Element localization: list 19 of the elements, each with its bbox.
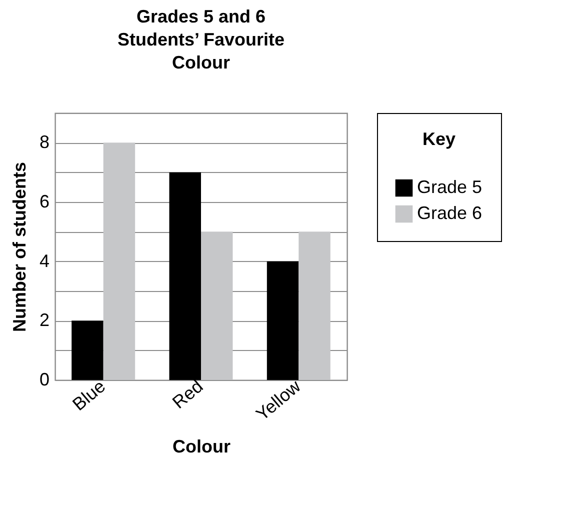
chart-title: Grades 5 and 6 Students’ Favourite Colour: [117, 6, 285, 72]
y-tick-label: 2: [39, 310, 50, 330]
legend-label: Grade 6: [417, 203, 482, 223]
bar: [266, 261, 299, 380]
y-tick-label: 0: [39, 370, 50, 390]
bar: [169, 172, 201, 380]
bar: [298, 232, 330, 380]
y-tick-label: 8: [39, 132, 50, 152]
x-tick-label: Red: [168, 376, 207, 413]
bar: [201, 232, 233, 380]
bar: [103, 142, 136, 380]
x-tick-label: Blue: [68, 376, 110, 415]
bar: [72, 320, 104, 380]
x-axis-title: Colour: [172, 436, 230, 456]
y-tick-label: 6: [39, 192, 50, 212]
y-axis-title: Number of students: [9, 162, 30, 332]
legend-label: Grade 5: [417, 177, 482, 197]
y-tick-label: 4: [39, 250, 50, 271]
legend-title: Key: [422, 129, 456, 149]
